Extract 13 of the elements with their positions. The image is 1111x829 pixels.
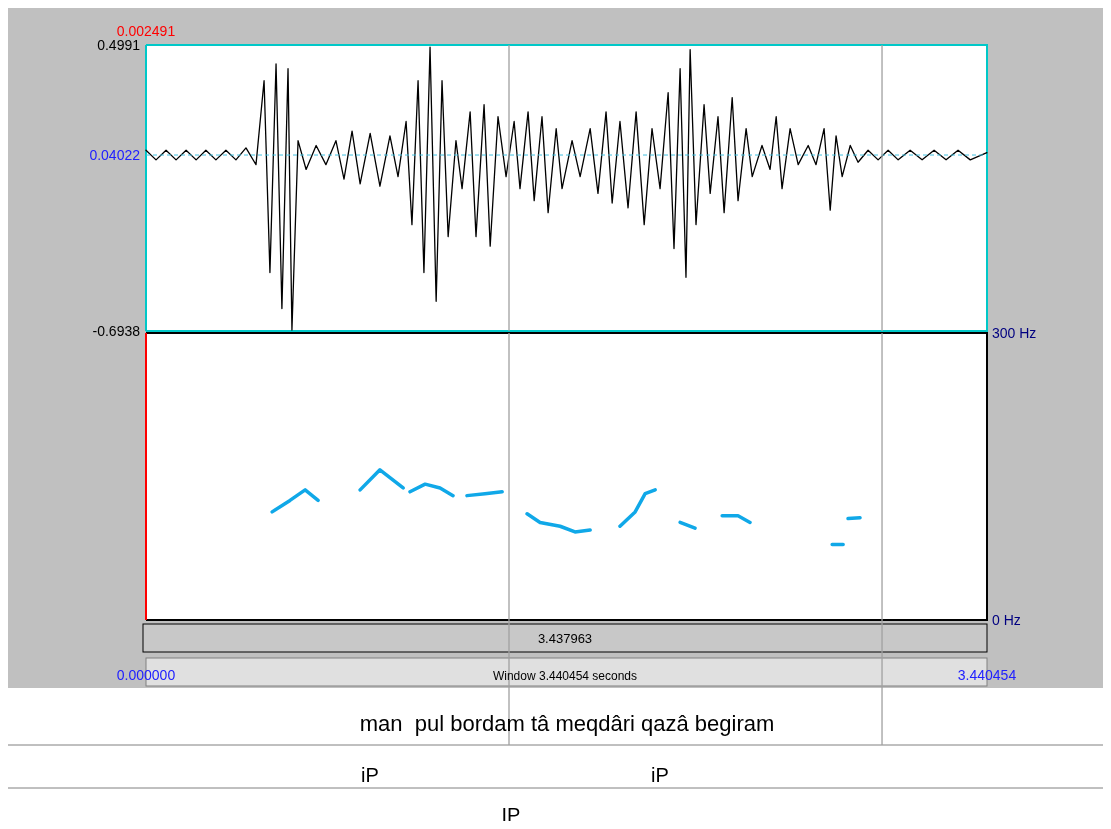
y-tick-label: 300 Hz xyxy=(992,325,1037,341)
text: 3.437963 xyxy=(537,631,593,646)
text: iP xyxy=(361,764,379,786)
y-tick-label: 0.4991 xyxy=(97,37,141,53)
text: man pul bordam tâ meqdâri qazâ begiram xyxy=(359,711,775,736)
ref-line-label: 0.04022 xyxy=(89,147,141,164)
text: iP xyxy=(651,764,669,786)
y-tick-label: -0.6938 xyxy=(92,323,141,339)
text: Window 3.440454 seconds xyxy=(492,669,638,683)
x-tick-label: 3.440454 xyxy=(957,667,1017,683)
text: 0.002491 xyxy=(116,23,176,39)
y-tick-label: 0 Hz xyxy=(992,612,1021,628)
x-tick-label: 0.000000 xyxy=(116,667,176,683)
